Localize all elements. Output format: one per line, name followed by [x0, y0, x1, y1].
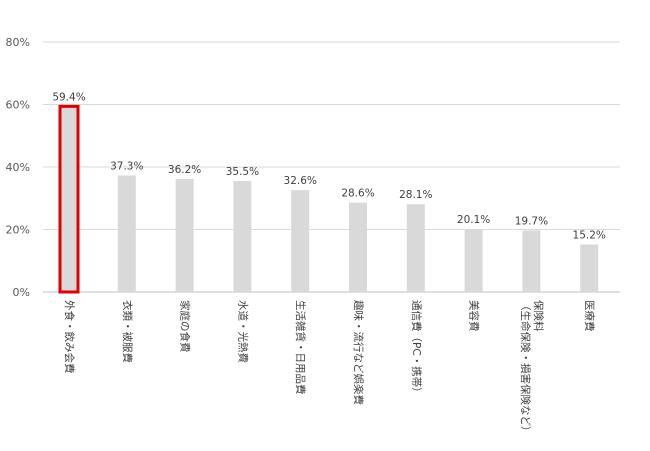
- bar-highlighted: [58, 104, 80, 294]
- bar: [580, 244, 599, 292]
- category-label: 美容費: [468, 300, 481, 332]
- category-label-line: 医療費: [583, 300, 596, 332]
- data-label: 19.7%: [515, 215, 548, 227]
- category-label-line: 通信費（PC・携帯）: [410, 300, 423, 398]
- category-label-line: 水道・光熱費: [236, 300, 249, 363]
- category-label-line: 外食・飲み会費: [63, 300, 76, 374]
- data-label: 20.1%: [457, 214, 490, 226]
- data-label: 15.2%: [573, 230, 606, 242]
- category-label-line: 趣味・流行など娯楽費: [352, 300, 365, 405]
- y-tick-label: 20%: [6, 224, 30, 237]
- category-label: 水道・光熱費: [236, 300, 249, 363]
- category-label: 外食・飲み会費: [63, 300, 76, 374]
- bar: [406, 204, 425, 292]
- x-axis-category-labels: 外食・飲み会費 衣類・被服費 家庭の食費 水道・光熱費 生活雑貨・日用品費 趣味・流行など…: [63, 300, 596, 437]
- bar: [117, 175, 136, 292]
- category-label: 生活雑貨・日用品費: [294, 300, 307, 395]
- y-tick-label: 80%: [6, 36, 30, 49]
- y-axis-tick-labels: 0% 20% 40% 60% 80%: [6, 36, 30, 299]
- data-label: 35.5%: [226, 166, 259, 178]
- bar: [464, 229, 483, 292]
- bar: [291, 190, 310, 292]
- bars: [58, 104, 599, 294]
- y-tick-label: 60%: [6, 99, 30, 112]
- category-label-line: （生命保険・損害保険など）: [519, 300, 532, 437]
- y-tick-label: 0%: [13, 286, 30, 299]
- bar: [175, 178, 194, 292]
- bar: [349, 202, 367, 292]
- data-label: 36.2%: [168, 164, 201, 176]
- data-label: 28.6%: [341, 188, 374, 200]
- category-label: 趣味・流行など娯楽費: [352, 300, 365, 405]
- data-label: 32.6%: [284, 175, 317, 187]
- data-label: 28.1%: [399, 189, 432, 201]
- data-label: 59.4%: [52, 91, 85, 103]
- category-label: 通信費（PC・携帯）: [410, 300, 423, 398]
- category-label: 医療費: [583, 300, 596, 332]
- category-label-line: 家庭の食費: [179, 300, 192, 353]
- data-labels: 59.4% 37.3% 36.2% 35.5% 32.6% 28.6% 28.1% 20.1%…: [52, 91, 606, 241]
- category-label-line: 美容費: [468, 300, 481, 332]
- category-label-line: 生活雑貨・日用品費: [294, 300, 307, 395]
- category-label: 衣類・被服費: [121, 300, 134, 363]
- data-label: 37.3%: [110, 160, 143, 172]
- category-label: 家庭の食費: [179, 300, 192, 353]
- bar: [522, 230, 541, 292]
- y-tick-label: 40%: [6, 161, 30, 174]
- category-label-line: 衣類・被服費: [121, 300, 134, 363]
- category-label-line: 保険料: [532, 300, 545, 332]
- category-label: 保険料（生命保険・損害保険など）: [519, 300, 545, 437]
- bar: [233, 181, 252, 292]
